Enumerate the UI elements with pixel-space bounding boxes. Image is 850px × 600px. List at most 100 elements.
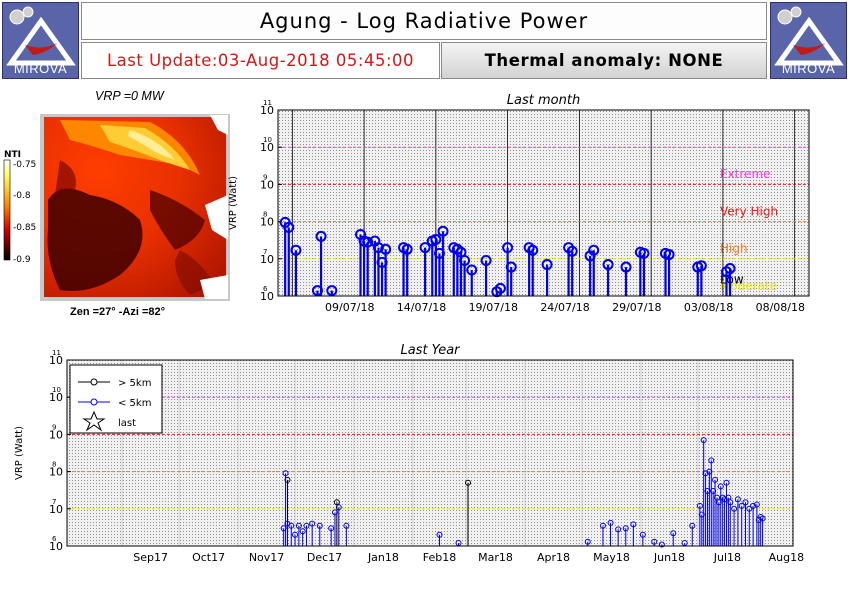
vrp-label: VRP =0 MW <box>95 89 164 103</box>
colorbar-tick: -0.8 <box>13 191 31 201</box>
y-tick-label: 10 <box>49 354 63 367</box>
data-point <box>700 437 707 444</box>
data-point <box>746 505 753 512</box>
legend-label: > 5km <box>118 378 151 389</box>
data-point <box>658 541 665 548</box>
data-point <box>419 242 431 254</box>
y-tick-label: 10 <box>49 428 63 441</box>
data-point <box>480 255 492 267</box>
mirova-logo-left: MIROVA <box>2 2 79 79</box>
data-point <box>630 521 637 528</box>
data-point <box>328 525 335 532</box>
x-tick-label: 14/07/18 <box>397 301 446 314</box>
page-title: Agung - Log Radiative Power <box>259 9 589 33</box>
chart-title: Last month <box>507 93 580 108</box>
data-point <box>315 230 327 242</box>
data-point <box>599 522 606 529</box>
data-point <box>331 509 338 516</box>
y-tick-label: 10 <box>49 540 63 553</box>
data-point <box>588 244 600 256</box>
data-point <box>430 234 442 246</box>
y-tick-label: 10 <box>260 141 274 154</box>
star-icon <box>82 410 106 432</box>
colorbar-tick: -0.9 <box>13 255 31 265</box>
data-point <box>316 522 323 529</box>
x-tick-label: Apr18 <box>537 551 570 564</box>
y-tick-exponent: 7 <box>52 498 56 506</box>
data-point <box>706 468 713 475</box>
thermal-image-panel: NTI -0.75 -0.8 -0.85 -0.9 <box>3 114 230 301</box>
data-point <box>759 515 766 522</box>
data-point <box>401 243 413 255</box>
data-point <box>615 526 622 533</box>
data-point <box>372 242 384 254</box>
data-point <box>380 243 392 255</box>
x-tick-label: 08/08/18 <box>756 301 805 314</box>
x-tick-label: Jan18 <box>367 551 399 564</box>
colorbar-tick: -0.85 <box>13 223 36 233</box>
y-tick-exponent: 9 <box>52 423 56 431</box>
x-tick-label: Jul18 <box>713 551 741 564</box>
data-point <box>651 538 658 545</box>
y-tick-exponent: 8 <box>263 211 267 219</box>
data-point <box>284 476 291 483</box>
colorbar <box>3 159 11 261</box>
x-tick-label: 03/08/18 <box>684 301 733 314</box>
data-point <box>280 525 287 532</box>
last-update-text: Last Update:03-Aug-2018 05:45:00 <box>106 51 415 70</box>
x-tick-label: Oct17 <box>192 551 225 564</box>
thermal-anomaly-panel: Thermal anomaly: NONE <box>441 42 767 79</box>
data-point <box>343 522 350 529</box>
data-point <box>303 522 310 529</box>
data-point <box>494 282 506 294</box>
data-point <box>292 531 299 538</box>
y-tick-label: 10 <box>49 391 63 404</box>
x-tick-label: 29/07/18 <box>612 301 661 314</box>
data-point <box>753 501 760 508</box>
y-tick-exponent: 6 <box>263 285 268 293</box>
y-tick-exponent: 10 <box>52 386 61 394</box>
x-tick-label: 09/07/18 <box>325 301 374 314</box>
threshold-label: Very High <box>720 204 778 218</box>
data-point <box>288 522 295 529</box>
data-point <box>727 499 734 506</box>
data-point <box>541 259 553 271</box>
data-point <box>734 496 741 503</box>
data-point <box>283 221 295 233</box>
y-tick-label: 10 <box>260 253 274 266</box>
x-tick-label: Dec17 <box>307 551 342 564</box>
x-tick-label: Aug18 <box>769 551 804 564</box>
data-point <box>738 502 745 509</box>
data-point <box>505 261 517 273</box>
y-tick-label: 10 <box>260 178 274 191</box>
data-point <box>602 259 614 271</box>
chart-legend: > 5km < 5km last <box>69 364 163 434</box>
data-point <box>712 476 719 483</box>
data-point <box>436 531 443 538</box>
threshold-label: Moderate <box>720 279 777 293</box>
title-panel: Agung - Log Radiative Power <box>81 2 767 40</box>
threshold-label: High <box>720 242 748 256</box>
y-tick-exponent: 11 <box>52 349 61 357</box>
data-point <box>710 488 717 495</box>
data-point <box>299 528 306 535</box>
y-tick-exponent: 10 <box>263 136 272 144</box>
plot-border <box>66 359 794 547</box>
y-tick-exponent: 7 <box>263 248 267 256</box>
y-axis-label: VRP (Watt) <box>228 176 239 230</box>
x-tick-label: Feb18 <box>423 551 456 564</box>
data-point <box>704 488 711 495</box>
data-point <box>566 245 578 257</box>
x-tick-label: 19/07/18 <box>469 301 518 314</box>
data-point <box>696 502 703 509</box>
thermal-anomaly-text: Thermal anomaly: NONE <box>484 51 724 70</box>
data-point <box>742 499 749 506</box>
data-point <box>639 531 646 538</box>
data-point <box>715 499 722 506</box>
data-point <box>724 262 736 274</box>
data-point <box>527 244 539 256</box>
legend-box <box>69 364 163 434</box>
chart-title: Last Year <box>400 343 461 358</box>
